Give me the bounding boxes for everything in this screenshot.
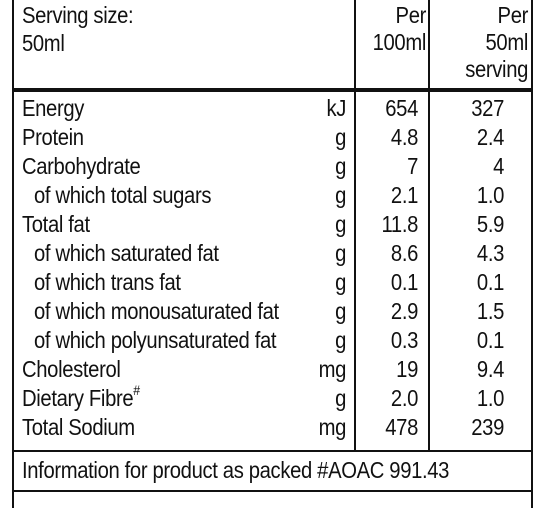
- nutrient-value-per-serving: 4: [493, 153, 504, 179]
- column-divider-per-serving: [428, 0, 430, 451]
- nutrient-value-per-100ml: 0.3: [390, 327, 418, 353]
- nutrient-unit: mg: [318, 356, 347, 382]
- nutrient-value-per-serving: 1.0: [476, 182, 504, 208]
- nutrient-name-text: Dietary Fibre: [22, 385, 134, 411]
- nutrient-name-text: Cholesterol: [22, 356, 121, 382]
- nutrient-name: Cholesterol: [22, 356, 121, 383]
- panel-left-border: [12, 0, 14, 508]
- nutrient-value-per-100ml: 7: [407, 153, 418, 179]
- nutrient-name-footnote-mark: #: [133, 382, 140, 399]
- nutrient-name-text: Protein: [22, 124, 84, 150]
- nutrient-name: Protein: [22, 124, 84, 151]
- nutrient-name: Energy: [22, 95, 84, 122]
- nutrient-value-per-100ml: 11.8: [381, 211, 419, 237]
- nutrient-value-per-serving: 0.1: [476, 269, 504, 295]
- nutrient-value-per-100ml: 8.6: [390, 240, 418, 266]
- nutrient-unit: g: [335, 385, 346, 411]
- nutrient-value-per-serving: 1.5: [476, 298, 504, 324]
- nutrient-name-text: of which total sugars: [34, 182, 212, 208]
- column-header-per-100ml-line1: Per: [395, 2, 427, 28]
- column-header-per-serving: Per 50ml serving: [442, 2, 528, 83]
- nutrient-unit: g: [335, 269, 346, 295]
- nutrient-name-text: of which saturated fat: [34, 240, 219, 266]
- nutrient-unit: g: [335, 124, 346, 150]
- column-header-per-serving-line2: 50ml: [485, 29, 529, 55]
- nutrient-value-per-serving: 0.1: [476, 327, 504, 353]
- nutrient-unit: g: [335, 211, 346, 237]
- nutrient-unit: mg: [318, 414, 347, 440]
- nutrient-name-text: Energy: [22, 95, 85, 121]
- footnote-bottom-divider: [12, 490, 531, 492]
- table-bottom-divider: [12, 450, 531, 452]
- nutrient-unit: g: [335, 240, 346, 266]
- nutrient-name: of which polyunsaturated fat: [34, 327, 277, 354]
- nutrient-name: Dietary Fibre#: [22, 382, 140, 412]
- nutrient-value-per-100ml: 4.8: [390, 124, 418, 150]
- column-header-per-100ml-line2: 100ml: [372, 29, 427, 55]
- nutrient-value-per-100ml: 2.1: [390, 182, 418, 208]
- nutrient-value-per-100ml: 478: [385, 414, 418, 440]
- nutrient-unit: g: [335, 182, 346, 208]
- column-divider-per-100ml: [354, 0, 356, 451]
- nutrient-name-text: of which trans fat: [34, 269, 181, 295]
- nutrient-unit: kJ: [326, 95, 346, 121]
- nutrient-unit: g: [335, 298, 346, 324]
- nutrient-value-per-serving: 327: [471, 95, 504, 121]
- nutrient-value-per-serving: 9.4: [476, 356, 504, 382]
- nutrient-name-text: Total Sodium: [22, 414, 135, 440]
- nutrient-name: of which total sugars: [34, 182, 211, 209]
- nutrient-value-per-100ml: 0.1: [390, 269, 418, 295]
- nutrient-value-per-serving: 239: [471, 414, 504, 440]
- nutrient-name: Total fat: [22, 211, 90, 238]
- nutrient-unit: g: [335, 327, 346, 353]
- nutrient-name-text: of which monousaturated fat: [34, 298, 279, 324]
- serving-size-value: 50ml: [22, 30, 65, 56]
- column-header-per-100ml: Per 100ml: [364, 2, 427, 56]
- serving-size-label: Serving size:: [22, 2, 134, 28]
- footnote-text: Information for product as packed #AOAC …: [22, 457, 450, 483]
- nutrient-name: of which saturated fat: [34, 240, 219, 267]
- column-header-per-serving-line1: Per: [497, 2, 529, 28]
- nutrient-value-per-serving: 4.3: [476, 240, 504, 266]
- nutrient-name: Carbohydrate: [22, 153, 141, 180]
- nutrient-name-text: Carbohydrate: [22, 153, 141, 179]
- nutrient-name: Total Sodium: [22, 414, 135, 441]
- nutrient-value-per-100ml: 19: [396, 356, 418, 382]
- nutrient-value-per-100ml: 654: [385, 95, 418, 121]
- nutrient-name: of which trans fat: [34, 269, 181, 296]
- nutrient-value-per-100ml: 2.9: [390, 298, 418, 324]
- column-header-per-serving-line3: serving: [465, 56, 528, 82]
- nutrient-value-per-100ml: 2.0: [390, 385, 418, 411]
- nutrient-unit: g: [335, 153, 346, 179]
- header-divider: [12, 88, 531, 92]
- nutrient-value-per-serving: 1.0: [476, 385, 504, 411]
- nutrient-name-text: of which polyunsaturated fat: [34, 327, 277, 353]
- nutrient-name-text: Total fat: [22, 211, 90, 237]
- nutrient-name: of which monousaturated fat: [34, 298, 279, 325]
- panel-right-border: [531, 0, 533, 508]
- nutrient-value-per-serving: 2.4: [476, 124, 504, 150]
- nutrient-value-per-serving: 5.9: [476, 211, 504, 237]
